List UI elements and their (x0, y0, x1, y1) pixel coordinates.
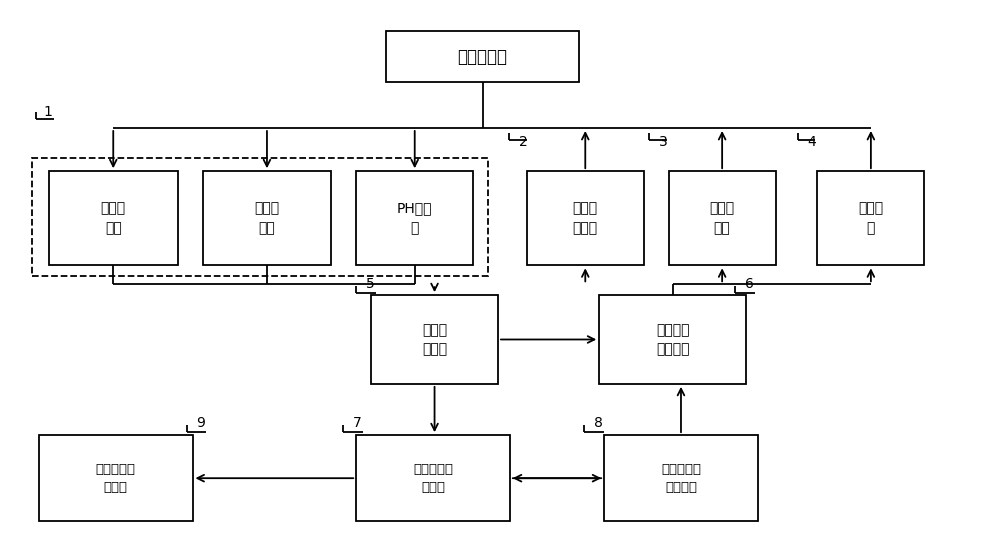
Text: 进出料
单元: 进出料 单元 (710, 201, 735, 235)
FancyBboxPatch shape (527, 171, 644, 265)
Text: PH传感
器: PH传感 器 (397, 201, 432, 235)
Text: 9: 9 (197, 416, 205, 430)
Text: 远程数据存
储单元: 远程数据存 储单元 (413, 463, 453, 494)
Text: 数据分析处
理储单元: 数据分析处 理储单元 (661, 463, 701, 494)
FancyBboxPatch shape (356, 435, 510, 521)
Text: 6: 6 (745, 277, 754, 291)
FancyBboxPatch shape (49, 171, 178, 265)
FancyBboxPatch shape (356, 171, 473, 265)
Text: 现场监
测单元: 现场监 测单元 (422, 323, 447, 356)
Text: 3: 3 (659, 135, 667, 149)
Text: 温度传
感器: 温度传 感器 (101, 201, 126, 235)
Text: 1: 1 (44, 105, 53, 119)
Text: 4: 4 (807, 135, 816, 149)
FancyBboxPatch shape (669, 171, 776, 265)
FancyBboxPatch shape (386, 31, 579, 82)
FancyBboxPatch shape (39, 435, 193, 521)
Text: 8: 8 (594, 416, 603, 430)
Text: 加热保
温单元: 加热保 温单元 (573, 201, 598, 235)
FancyBboxPatch shape (203, 171, 331, 265)
Text: 5: 5 (366, 277, 375, 291)
Text: 压力传
感器: 压力传 感器 (254, 201, 280, 235)
Text: 远程发酵监
测单元: 远程发酵监 测单元 (96, 463, 136, 494)
Text: 沼气发酵池: 沼气发酵池 (458, 48, 508, 66)
Text: 7: 7 (353, 416, 362, 430)
FancyBboxPatch shape (817, 171, 924, 265)
Text: 2: 2 (519, 135, 528, 149)
FancyBboxPatch shape (371, 295, 498, 384)
FancyBboxPatch shape (604, 435, 758, 521)
FancyBboxPatch shape (599, 295, 746, 384)
Text: 运行参数
调整单元: 运行参数 调整单元 (656, 323, 689, 356)
Text: 搅拌单
元: 搅拌单 元 (858, 201, 883, 235)
